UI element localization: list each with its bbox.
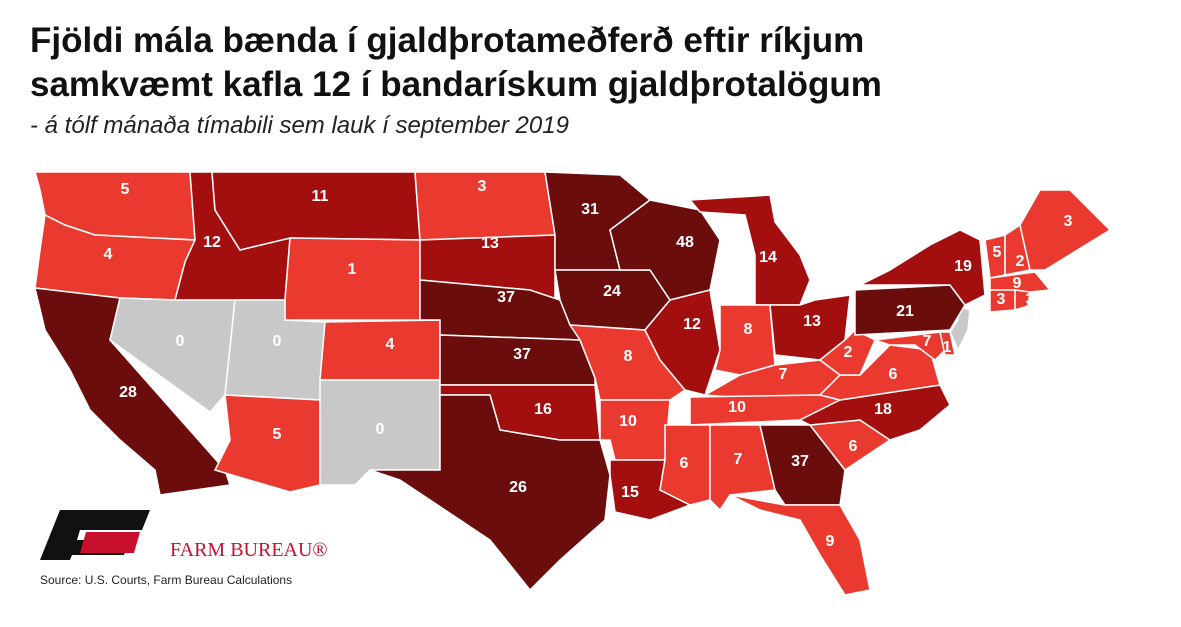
state-value-label: 16 [534,401,552,418]
state [319,319,441,381]
state-value-label: 4 [104,246,113,263]
state-value-label: 13 [481,235,499,252]
state [213,394,321,493]
state-value-label: 15 [621,484,639,501]
state-value-label: 3 [1026,291,1035,308]
title-line: samkvæmt kafla 12 í bandarískum gjaldþro… [30,65,882,104]
state [1014,289,1031,312]
state-value-label: 5 [273,426,282,443]
state-value-label: 6 [680,455,689,472]
state-value-label: 5 [121,181,130,198]
state-value-label: 13 [803,313,821,330]
state [729,494,871,596]
state-value-label: 3 [478,178,487,195]
state-value-label: 0 [376,421,385,438]
subtitle: - á tólf mánaða tímabili sem lauk í sept… [30,112,569,139]
state-value-label: 2 [844,344,853,361]
state-value-label: 10 [619,413,637,430]
state-value-label: 8 [624,348,633,365]
state-value-label: 7 [734,451,743,468]
state-no-label [949,303,971,352]
state-value-label: 48 [676,234,694,251]
state-value-label: 1 [348,261,357,278]
logo-text: FARM BUREAU® [170,539,328,561]
state-value-label: 9 [826,533,835,550]
map: 5428012111054031337371626312481015481214… [34,171,1112,596]
state [989,271,1052,293]
state-value-label: 28 [119,384,137,401]
state-value-label: 6 [849,438,858,455]
state-value-label: 37 [497,289,515,306]
state-value-label: 3 [1064,213,1073,230]
state-value-label: 8 [744,321,753,338]
state [369,394,611,592]
state-value-label: 9 [1013,275,1022,292]
state-value-label: 21 [896,303,914,320]
state-value-label: 31 [581,201,599,218]
state [854,284,966,336]
state [1019,189,1112,271]
state-value-label: 10 [728,399,746,416]
state-value-label: 19 [954,258,972,275]
state [769,294,851,361]
state-value-label: 12 [683,316,701,333]
state-value-label: 12 [203,234,221,251]
state-value-label: 3 [997,291,1006,308]
state-value-label: 37 [513,346,531,363]
state [859,229,986,306]
state-value-label: 1 [943,339,952,356]
state [439,334,596,386]
state [284,237,421,321]
state [644,289,721,396]
state-value-label: 5 [993,244,1002,261]
logo [40,510,150,560]
state-value-label: 2 [1016,253,1025,270]
state-value-label: 11 [312,188,329,205]
state-value-label: 18 [874,401,892,418]
state [714,304,776,376]
state [939,331,956,356]
state-value-label: 37 [791,453,809,470]
state-value-label: 14 [759,249,777,266]
state-value-label: 26 [509,479,527,496]
state-value-label: 7 [923,333,932,350]
state-value-label: 6 [889,366,898,383]
state-value-label: 4 [386,336,395,353]
logo-mark [80,532,140,553]
state-value-label: 0 [176,333,185,350]
state-value-label: 7 [779,366,788,383]
title-line: Fjöldi mála bænda í gjaldþrotameðferð ef… [30,21,864,60]
source: Source: U.S. Courts, Farm Bureau Calcula… [40,573,292,587]
state-value-label: 0 [273,333,282,350]
state-value-label: 24 [603,283,621,300]
